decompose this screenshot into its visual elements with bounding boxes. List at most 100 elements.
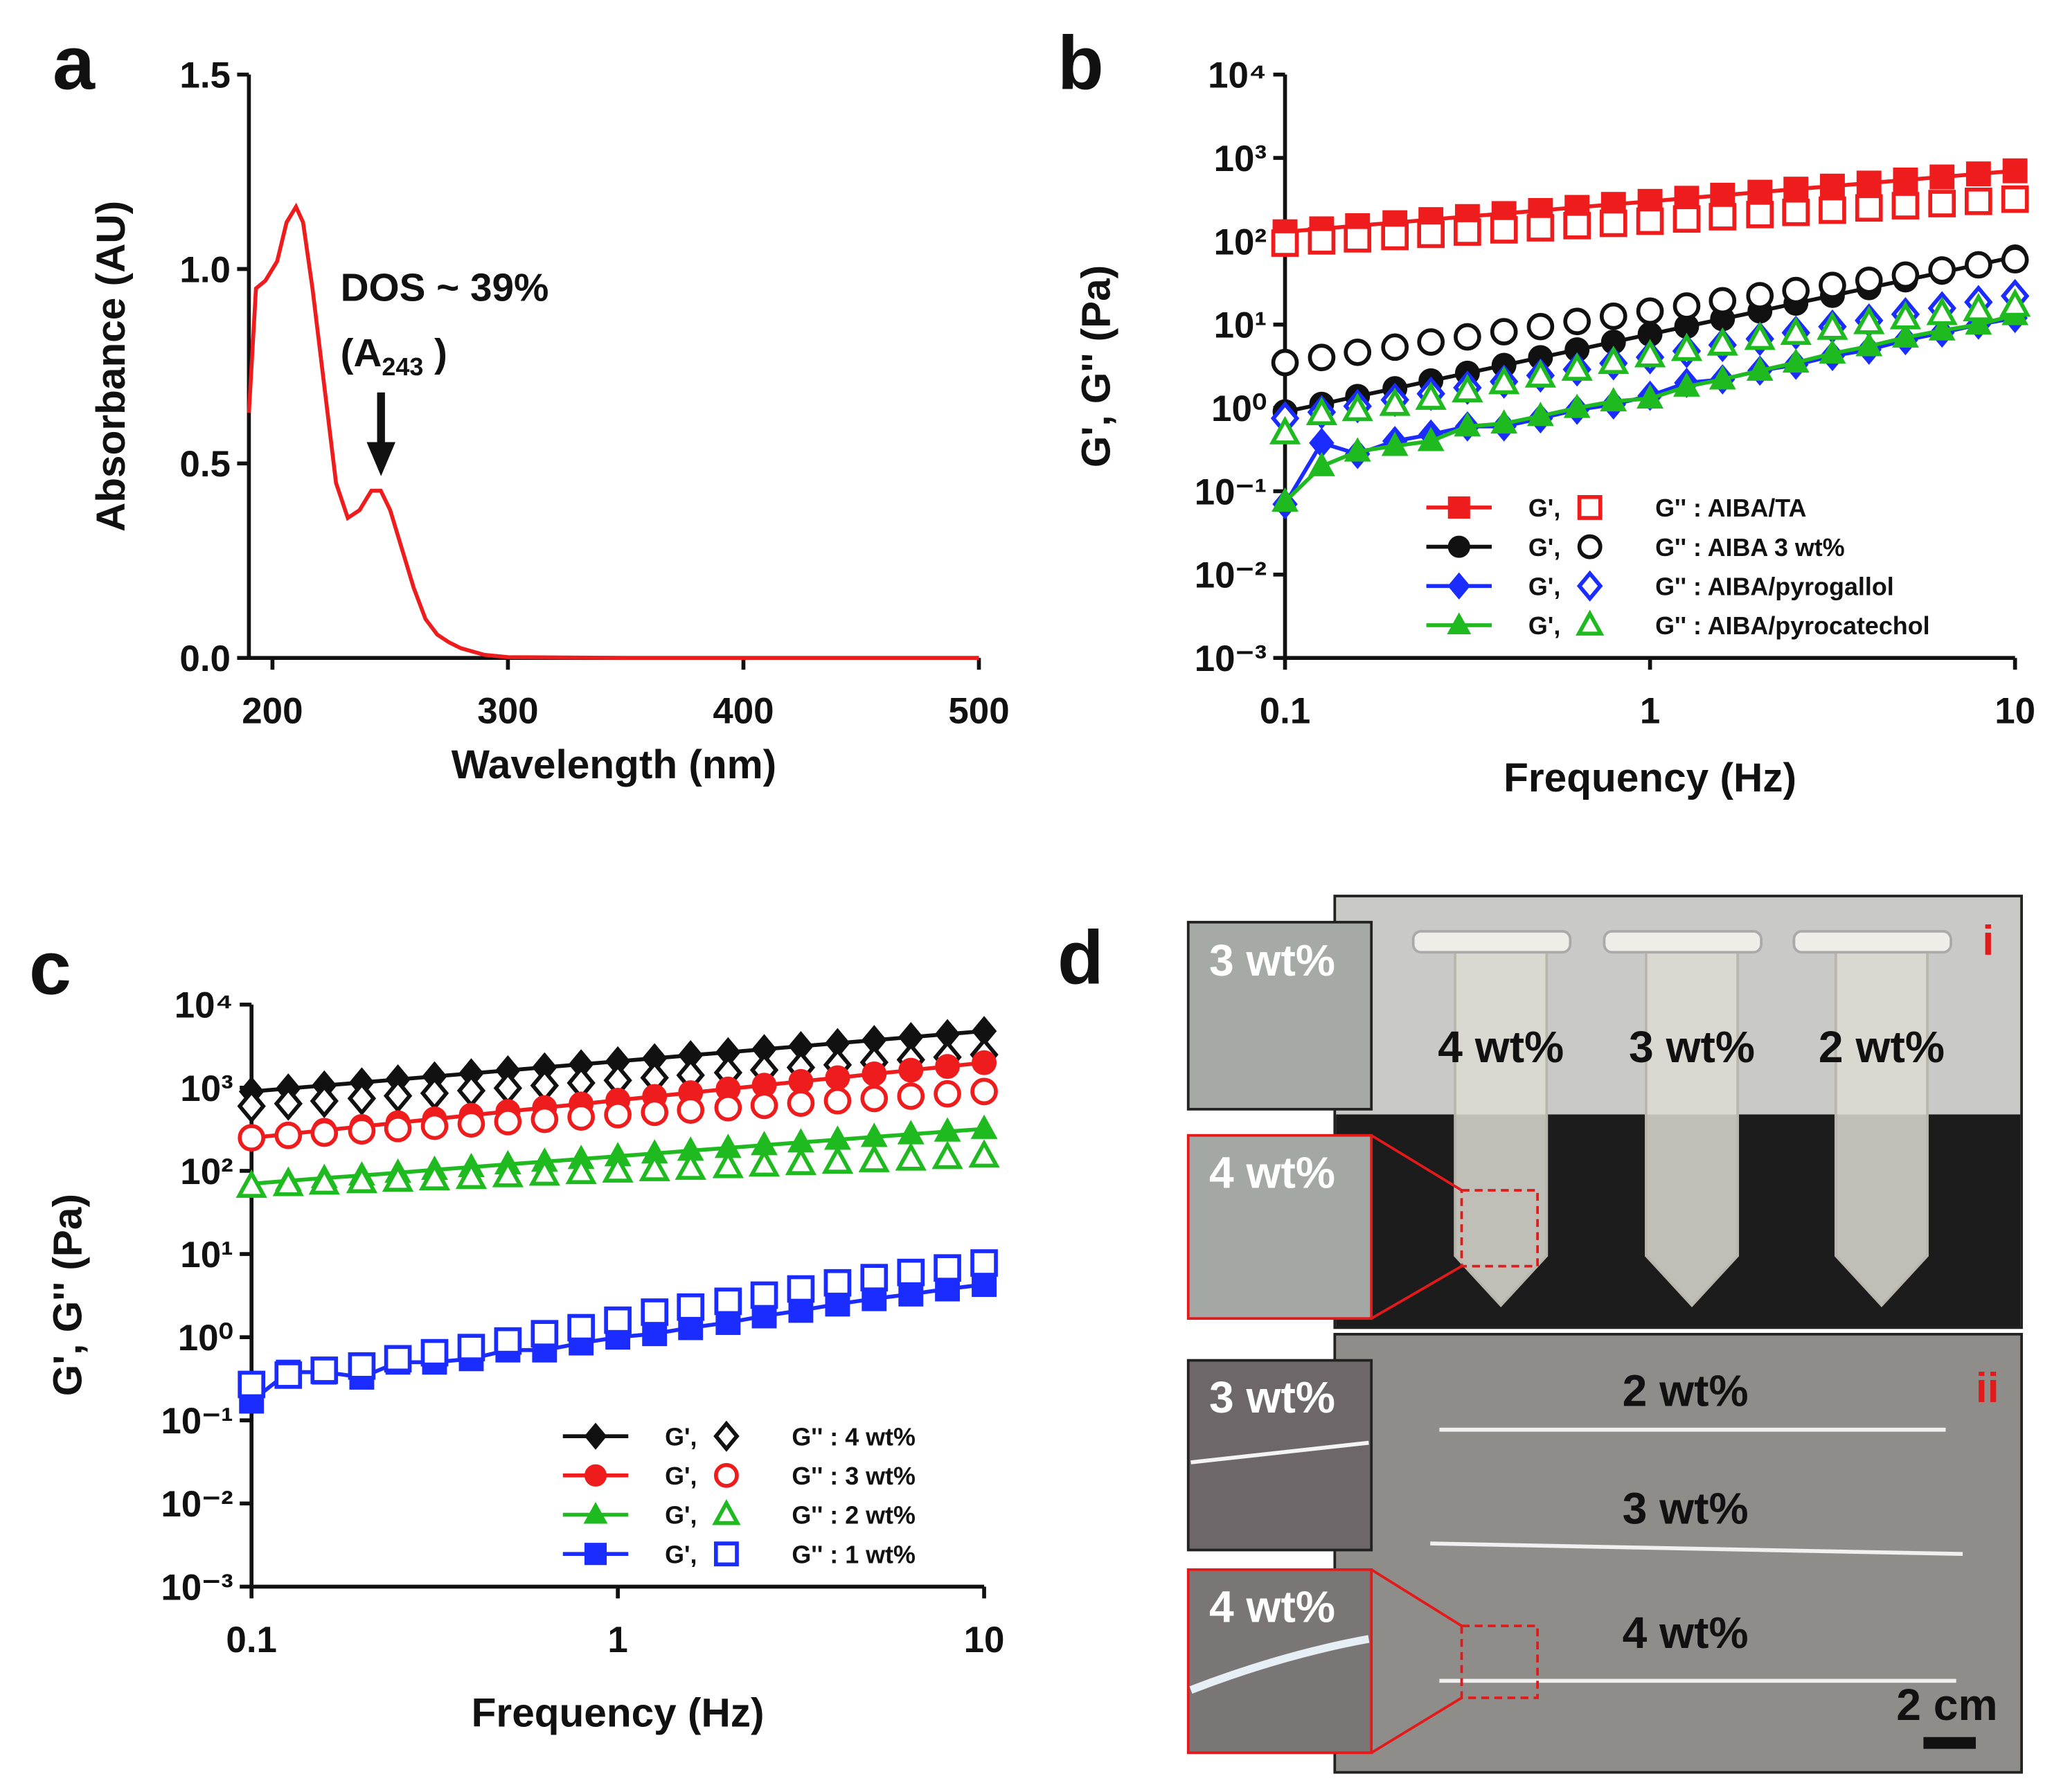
data-point [934, 1254, 961, 1282]
x-tick-label: 200 [242, 691, 303, 732]
data-point [1964, 251, 1992, 279]
data-point [1708, 287, 1737, 315]
data-point [528, 1157, 560, 1186]
legend-marker [583, 1501, 608, 1524]
data-point [1598, 346, 1630, 375]
tubes [1454, 947, 1929, 1308]
legend-marker [713, 1420, 740, 1452]
y-tick-label: 0.0 [179, 638, 231, 679]
data-point [1928, 190, 1956, 217]
data-point [1599, 302, 1627, 330]
x-tick-label: 1 [607, 1620, 627, 1660]
panel-label: c [29, 926, 71, 1011]
data-point [346, 1165, 378, 1194]
data-point [1563, 211, 1591, 240]
data-point [823, 1086, 852, 1115]
data-point [858, 1143, 890, 1172]
y-tick-label: 10¹ [1214, 305, 1267, 346]
data-point [274, 1086, 303, 1121]
y-tick-label: 10⁻² [161, 1484, 233, 1525]
data-point [567, 1314, 595, 1342]
data-point [1308, 227, 1336, 255]
x-axis-title: Frequency (Hz) [472, 1691, 765, 1736]
data-point [1999, 288, 2031, 317]
data-point [565, 1156, 597, 1185]
data-point [1524, 359, 1557, 388]
legend-marker [713, 1462, 739, 1488]
data-point [1819, 271, 1846, 300]
data-point [1708, 365, 1736, 390]
data-point [1744, 321, 1776, 350]
data-point [1708, 203, 1737, 231]
panel-label: d [1058, 916, 1104, 1001]
scale-bar-label: 2 cm [1896, 1680, 1997, 1730]
legend-label: G'' : 1 wt% [792, 1541, 916, 1568]
data-point [310, 1084, 339, 1118]
x-tick-label: 0.1 [226, 1620, 277, 1660]
zoom-box [1460, 1189, 1540, 1268]
data-point [1819, 339, 1846, 364]
y-tick-label: 10⁰ [178, 1318, 233, 1359]
data-point [1889, 301, 1922, 330]
data-point [1563, 307, 1591, 336]
data-point [1746, 356, 1774, 381]
inset-label: 4 wt% [1209, 1582, 1335, 1631]
legend-marker [584, 1464, 607, 1487]
annotation-label: (A243 ) [341, 332, 447, 381]
zoom-lines [1371, 1568, 1463, 1754]
annotation: DOS ~ 39% [341, 266, 549, 310]
data-point [1488, 366, 1520, 395]
annotation-sub: 243 [382, 353, 423, 381]
fiber-label: 4 wt% [1623, 1608, 1749, 1658]
data-point [1415, 381, 1447, 410]
data-point [1819, 196, 1846, 224]
data-point [1891, 192, 1920, 219]
data-point [898, 1281, 924, 1307]
data-point [602, 1154, 634, 1183]
data-point [1855, 194, 1883, 222]
data-point [1891, 261, 1920, 289]
photo-label: ii [1976, 1364, 1999, 1411]
legend-marker [1447, 496, 1470, 519]
annotation-end: ) [423, 332, 447, 375]
data-point [1746, 201, 1774, 229]
data-point [1381, 431, 1409, 456]
legend-marker [1447, 535, 1470, 558]
y-tick-label: 10² [1214, 222, 1267, 262]
data-point [1819, 173, 1845, 199]
legend-label: G'' : 2 wt% [792, 1502, 916, 1530]
legend-marker [713, 1541, 739, 1567]
legend-marker [1576, 570, 1603, 602]
data-point [860, 1264, 889, 1292]
data-point [1964, 187, 1992, 215]
data-point [456, 1073, 486, 1108]
data-point [748, 1148, 780, 1177]
data-point [1636, 384, 1664, 409]
data-point [1856, 170, 1882, 196]
data-point [1965, 161, 1991, 187]
legend-label: G'' : 3 wt% [792, 1462, 916, 1490]
data-point [2002, 158, 2028, 183]
data-point [1746, 282, 1774, 310]
data-point [348, 1117, 376, 1145]
data-point [1341, 393, 1373, 422]
data-point [1855, 266, 1883, 294]
data-point [1526, 402, 1554, 427]
data-point [272, 1167, 304, 1197]
data-point [934, 1079, 961, 1108]
data-point [530, 1105, 559, 1134]
data-point [1308, 343, 1336, 372]
data-point [457, 1110, 485, 1138]
legend-label: G', [665, 1462, 697, 1490]
inset-label: 3 wt% [1209, 935, 1335, 985]
data-point [1817, 311, 1848, 340]
data-point [1636, 207, 1664, 235]
data-point [2001, 246, 2029, 274]
legend-label: G', [665, 1502, 697, 1530]
panel-label: b [1058, 21, 1104, 105]
data-point [1305, 397, 1338, 426]
data-point [384, 1345, 412, 1373]
data-point [1636, 297, 1664, 325]
data-point [1672, 205, 1701, 233]
x-tick-label: 10 [1995, 691, 2035, 732]
